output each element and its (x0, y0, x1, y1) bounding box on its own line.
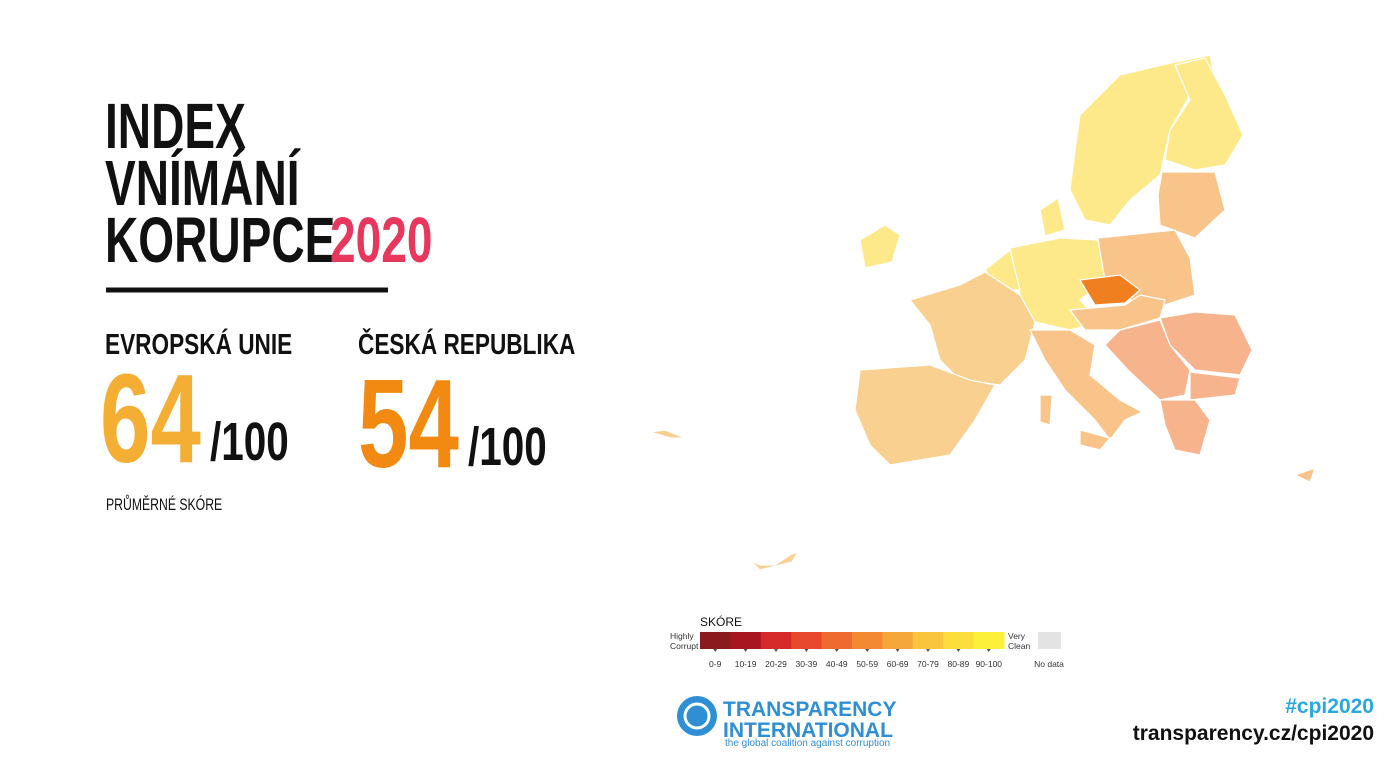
logo-tagline: the global coalition against corruption (725, 738, 890, 749)
legend-range: 10-19 (735, 659, 757, 669)
no-data-swatch (1038, 632, 1061, 649)
legend-tick (834, 649, 839, 652)
czech-republic (1079, 274, 1141, 306)
finland (1164, 57, 1244, 171)
logo-text: TRANSPARENCY (723, 698, 896, 721)
ireland (859, 224, 901, 269)
legend-high: Very (1008, 631, 1026, 641)
legend-swatch (700, 632, 731, 649)
legend-tick (774, 649, 778, 652)
legend-tick (804, 649, 809, 652)
logo-mark (677, 696, 717, 736)
legend-swatch (852, 632, 883, 649)
eu-score: 64 (100, 350, 201, 490)
url: transparency.cz/cpi2020 (1133, 722, 1374, 745)
legend-low: Highly (670, 631, 694, 641)
legend-tick (956, 649, 961, 652)
legend-swatch (882, 632, 914, 649)
no-data-label: No data (1034, 659, 1064, 669)
legend-range: 90-100 (976, 659, 1003, 669)
legend-title: SKÓRE (700, 614, 742, 629)
canary-islands (749, 550, 800, 571)
sicily (1079, 429, 1112, 451)
logo-mark (683, 702, 711, 730)
legend-range: 50-59 (856, 659, 878, 669)
legend-tick (926, 649, 930, 652)
sweden (1069, 54, 1216, 226)
legend-tick (713, 649, 718, 652)
legend-range: 40-49 (826, 659, 848, 669)
legend-swatch (912, 632, 944, 649)
title-year: 2020 (330, 205, 432, 276)
romania (1159, 311, 1253, 376)
logo-text: INTERNATIONAL (723, 719, 893, 742)
corsica-sardinia (1039, 394, 1053, 426)
cz-score: 54 (358, 355, 459, 495)
hashtag: #cpi2020 (1285, 695, 1374, 718)
cyprus (1293, 467, 1316, 483)
legend-swatch (943, 632, 975, 649)
baltics (1157, 171, 1226, 239)
legend-high: Clean (1008, 641, 1030, 651)
legend-range: 70-79 (917, 659, 939, 669)
legend-swatch (760, 632, 792, 649)
denmark (1039, 197, 1066, 237)
eu-out-of: /100 (210, 412, 289, 472)
legend-range: 30-39 (796, 659, 818, 669)
legend-tick (743, 649, 748, 652)
azores (649, 429, 686, 439)
legend-tick (986, 649, 991, 652)
legend-range: 20-29 (765, 659, 787, 669)
eu-note: PRŮMĚRNÉ SKÓRE (106, 494, 222, 515)
title-line: VNÍMÁNÍ (105, 148, 301, 219)
legend-range: 80-89 (948, 659, 970, 669)
eu-label: EVROPSKÁ UNIE (105, 327, 292, 360)
italy (1029, 329, 1144, 441)
title-line: INDEX (105, 91, 246, 162)
legend-range: 0-9 (709, 659, 722, 669)
title-line: KORUPCE (105, 205, 335, 276)
spain-portugal (854, 364, 996, 466)
balkans (1104, 319, 1191, 401)
bulgaria (1189, 371, 1241, 401)
legend-swatch (973, 632, 1005, 649)
greece (1159, 399, 1211, 456)
legend-swatch (821, 632, 853, 649)
cz-label: ČESKÁ REPUBLIKA (358, 327, 576, 360)
legend-tick (895, 649, 900, 652)
cz-out-of: /100 (468, 417, 547, 477)
legend-swatch (791, 632, 823, 649)
france (908, 271, 1036, 386)
legend-tick (865, 649, 870, 652)
legend-range: 60-69 (887, 659, 909, 669)
legend-low: Corrupt (670, 641, 699, 651)
legend-swatch (730, 632, 762, 649)
map (649, 54, 1316, 571)
austria-slovakia (1068, 294, 1166, 331)
legend: SKÓRE Highly Corrupt Very Clean No data … (670, 614, 1064, 669)
